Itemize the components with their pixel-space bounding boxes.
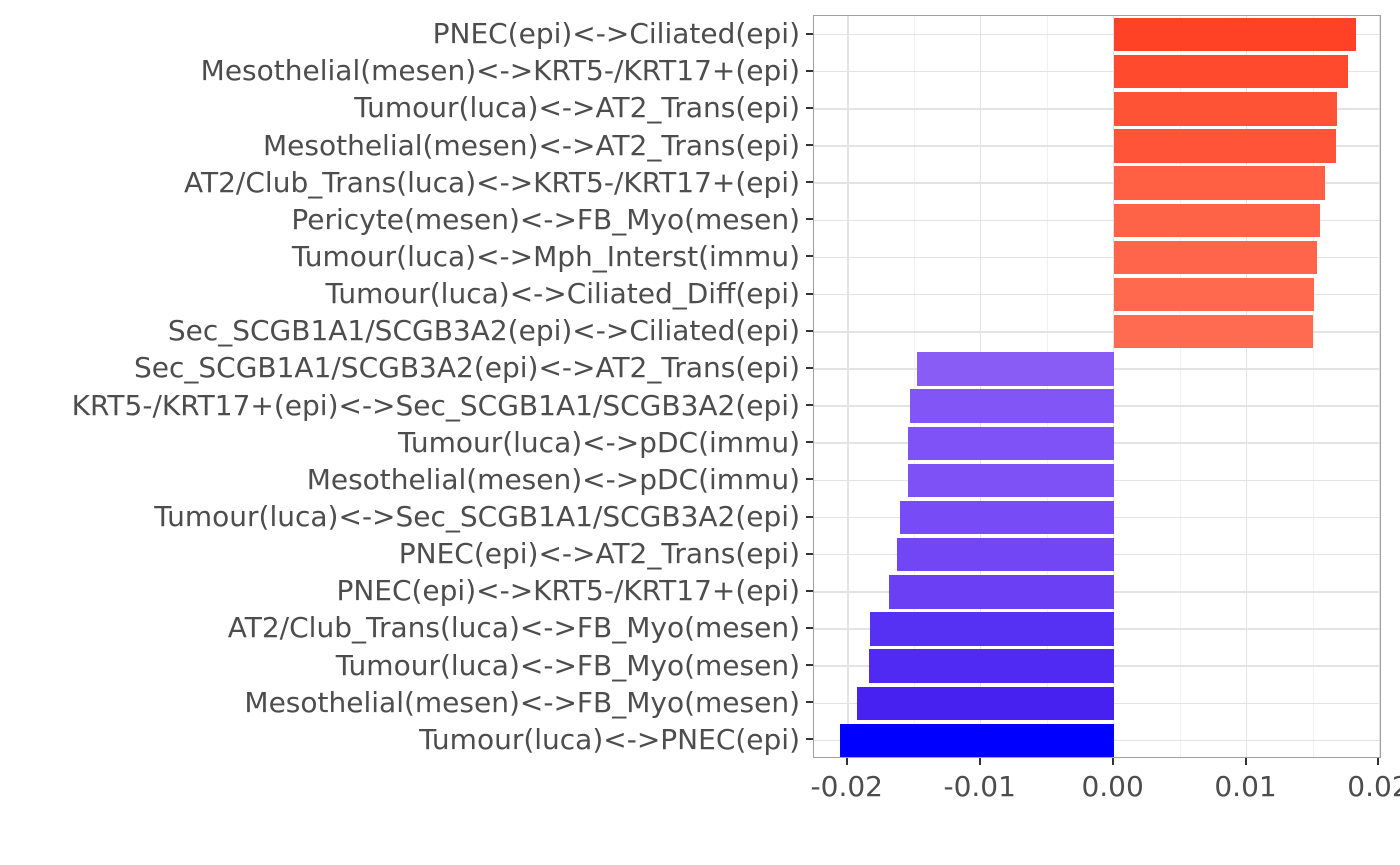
gridline-minor-vertical [1312, 16, 1314, 757]
y-axis-tick [806, 32, 813, 35]
y-axis-label: Mesothelial(mesen)<->AT2_Trans(epi) [262, 128, 800, 162]
gridline-major-horizontal [814, 145, 1380, 147]
y-axis-tick [806, 738, 813, 741]
y-axis-tick [806, 441, 813, 444]
y-axis-label: Mesothelial(mesen)<->KRT5-/KRT17+(epi) [200, 54, 800, 88]
y-axis-label: Tumour(luca)<->FB_Myo(mesen) [335, 648, 800, 682]
gridline-major-horizontal [814, 33, 1380, 36]
y-axis-tick [806, 664, 813, 667]
gridline-major-horizontal [814, 293, 1380, 296]
x-axis-tick-label: 0.00 [1081, 770, 1144, 803]
y-axis-tick [806, 255, 813, 258]
bar [896, 537, 1114, 572]
y-axis-label: Mesothelial(mesen)<->FB_Myo(mesen) [244, 685, 800, 719]
y-axis-label: Pericyte(mesen)<->FB_Myo(mesen) [291, 202, 800, 236]
y-axis-label: Tumour(luca)<->PNEC(epi) [419, 722, 800, 756]
plot-panel [813, 15, 1381, 758]
y-axis-label: PNEC(epi)<->AT2_Trans(epi) [398, 537, 800, 571]
y-axis-tick [806, 701, 813, 704]
bar [1113, 55, 1348, 89]
y-axis-tick [806, 292, 813, 295]
x-axis-tick-label: 0.01 [1214, 770, 1277, 803]
gridline-major-horizontal [814, 182, 1380, 184]
bar [857, 686, 1114, 720]
gridline-major-horizontal [814, 256, 1380, 259]
y-axis-label: Tumour(luca)<->pDC(immu) [397, 425, 800, 459]
bar [839, 723, 1114, 757]
y-axis-label: KRT5-/KRT17+(epi)<->Sec_SCGB1A1/SCGB3A2(… [71, 388, 800, 422]
bar [870, 612, 1114, 646]
y-axis-tick [806, 181, 813, 184]
gridline-minor-vertical [1046, 16, 1048, 757]
gridline-minor-vertical [1179, 16, 1181, 757]
bar [1113, 17, 1356, 52]
x-axis-tick [978, 758, 981, 765]
bar [869, 649, 1114, 683]
y-axis-label: Mesothelial(mesen)<->pDC(immu) [306, 462, 800, 496]
y-axis-tick [806, 329, 813, 332]
y-axis-label: AT2/Club_Trans(luca)<->FB_Myo(mesen) [227, 611, 800, 645]
bar [1113, 315, 1313, 349]
gridline-major-vertical [1378, 16, 1380, 757]
gridline-major-horizontal [814, 331, 1380, 333]
x-axis-tick-label: -0.02 [810, 770, 883, 803]
y-axis-label: PNEC(epi)<->KRT5-/KRT17+(epi) [336, 574, 800, 608]
bar [1113, 277, 1315, 312]
x-axis-tick [1244, 758, 1247, 765]
y-axis-label: AT2/Club_Trans(luca)<->KRT5-/KRT17+(epi) [184, 165, 800, 199]
bar [899, 500, 1114, 535]
y-axis-label: Tumour(luca)<->Mph_Interst(immu) [291, 239, 800, 273]
y-axis-tick [806, 478, 813, 481]
gridline-major-vertical [1245, 16, 1248, 757]
gridline-major-horizontal [814, 219, 1380, 222]
x-axis-tick [845, 758, 848, 765]
y-axis-tick [806, 626, 813, 629]
y-axis-tick [806, 552, 813, 555]
gridline-major-vertical [1112, 16, 1115, 757]
gridline-major-horizontal [814, 70, 1380, 73]
gridline-minor-vertical [913, 16, 915, 757]
y-axis-tick [806, 589, 813, 592]
bar [888, 575, 1114, 609]
x-axis-tick [1377, 758, 1380, 765]
x-axis-tick-label: 0.02 [1347, 770, 1400, 803]
bar [1113, 240, 1317, 275]
bar [916, 352, 1114, 386]
y-axis-tick [806, 144, 813, 147]
y-axis-label: Sec_SCGB1A1/SCGB3A2(epi)<->Ciliated(epi) [167, 314, 800, 348]
y-axis-tick [806, 218, 813, 221]
bar [910, 389, 1114, 423]
x-axis-tick [1111, 758, 1114, 765]
bar [1113, 203, 1320, 238]
bar [907, 463, 1114, 498]
bar [1113, 92, 1337, 126]
y-axis-label: Tumour(luca)<->Ciliated_Diff(epi) [325, 277, 801, 311]
gridline-major-vertical [847, 16, 849, 757]
y-axis-tick [806, 366, 813, 369]
x-axis-tick-label: -0.01 [943, 770, 1016, 803]
gridline-major-vertical [979, 16, 982, 757]
y-axis-label: PNEC(epi)<->Ciliated(epi) [432, 17, 800, 51]
gridline-major-horizontal [814, 108, 1380, 110]
y-axis-label: Tumour(luca)<->Sec_SCGB1A1/SCGB3A2(epi) [154, 500, 800, 533]
bar [1113, 166, 1325, 200]
y-axis-tick [806, 404, 813, 407]
y-axis-label: Sec_SCGB1A1/SCGB3A2(epi)<->AT2_Trans(epi… [133, 351, 800, 385]
y-axis-tick [806, 106, 813, 109]
y-axis-tick [806, 515, 813, 518]
bar [1113, 129, 1336, 163]
bar [907, 426, 1114, 460]
y-axis-tick [806, 69, 813, 72]
y-axis-label: Tumour(luca)<->AT2_Trans(epi) [354, 91, 800, 125]
